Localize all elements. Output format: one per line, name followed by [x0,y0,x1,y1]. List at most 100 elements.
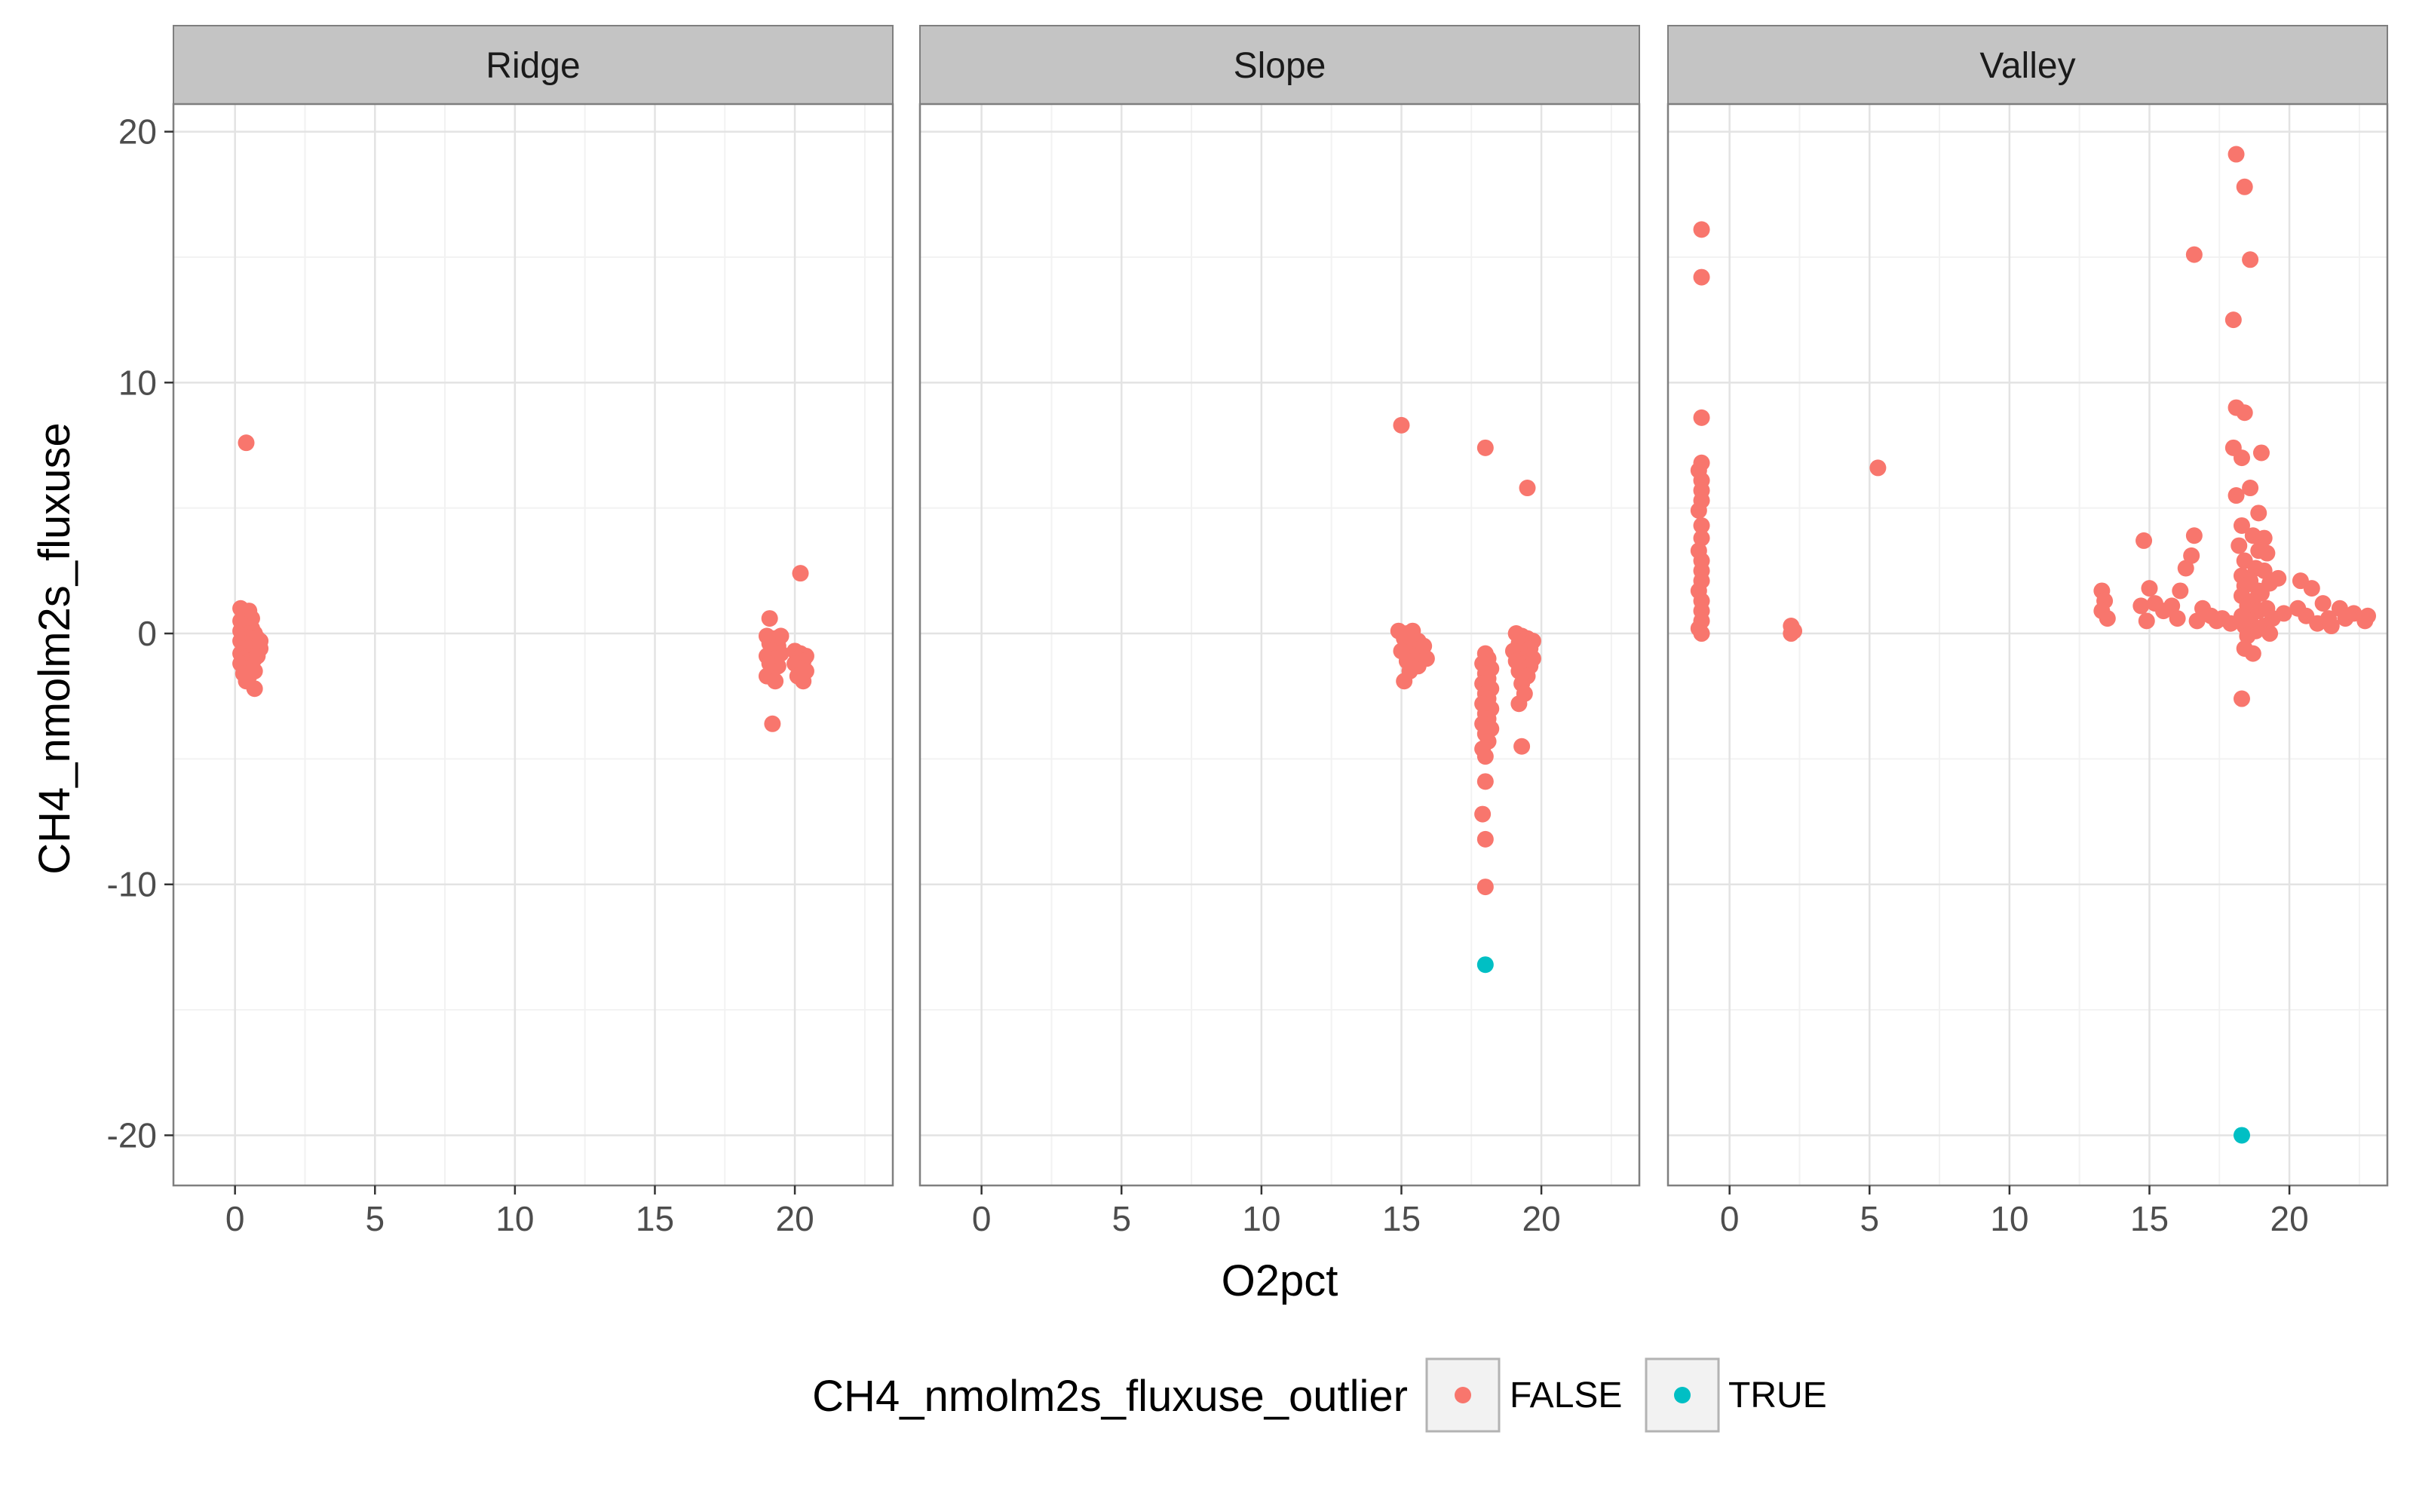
x-tick-label: 15 [1382,1199,1421,1238]
data-point-false [764,715,781,732]
panel-border [172,103,894,1187]
panel-border [1666,103,2389,1187]
data-point-false [2323,618,2340,635]
x-tick-label: 5 [1860,1199,1879,1238]
data-point-false [1693,517,1710,534]
x-axis-title: O2pct [1222,1256,1338,1305]
data-point-false [2258,544,2276,562]
data-point-false [2261,625,2279,643]
data-point-false [2138,612,2155,630]
data-point-false [2236,404,2253,422]
data-point-false [761,610,778,627]
data-point-false [2163,597,2181,615]
data-point-false [1415,637,1433,655]
x-tick-label: 20 [2270,1199,2308,1238]
data-point-true [1476,956,1494,974]
data-point-false [1396,673,1413,690]
x-tick-label: 15 [636,1199,674,1238]
points-ridge [232,434,814,732]
data-point-false [2270,569,2287,587]
data-point-false [2239,627,2256,645]
data-point-false [1693,529,1710,547]
data-point-false [2185,246,2203,263]
plot-background [1668,104,2387,1185]
data-point-false [1693,409,1710,426]
panel-valley: Valley 0 5 10 15 20 [1666,25,2389,1238]
panels-layer: Ridge 0 5 10 15 20 Slope 0 5 10 15 20 Valley 0 5 10 15 20 [172,25,2389,1238]
data-point-false [2228,487,2245,505]
x-tick-label: 0 [225,1199,245,1238]
panel-slope: Slope 0 5 10 15 20 [918,25,1641,1238]
x-tick-label: 10 [1242,1199,1280,1238]
data-point-false [2244,645,2261,662]
data-point-false [2255,562,2273,579]
data-point-false [1783,625,1800,643]
y-tick-label: -10 [107,865,157,904]
gridlines [920,104,1639,1185]
legend-title: CH4_nmolm2s_fluxuse_outlier [812,1372,1408,1421]
y-tick-label: 10 [118,363,157,402]
data-point-false [1393,416,1410,434]
data-point-false [2172,582,2189,600]
data-point-false [2359,607,2377,624]
data-point-false [2252,584,2270,602]
facet-label-slope: Slope [1234,46,1326,86]
x-tick-label: 5 [1111,1199,1131,1238]
data-point-false [1519,480,1536,497]
legend-label: TRUE [1728,1376,1827,1415]
y-axis: -20 -10 0 10 20 [107,112,173,1155]
data-point-false [2250,505,2267,522]
data-point-false [2314,595,2332,612]
data-point-false [2242,480,2259,497]
x-tick-label: 20 [775,1199,814,1238]
legend-swatch [1455,1387,1471,1403]
data-point-false [2177,560,2194,577]
data-point-false [246,680,263,698]
data-point-false [2169,610,2186,627]
data-point-false [1476,439,1494,456]
facet-strip-valley [1667,25,2388,105]
y-tick-label: -20 [107,1115,157,1155]
legend-label: FALSE [1510,1376,1622,1415]
x-tick-label: 0 [1720,1199,1740,1238]
data-point-false [2228,146,2245,163]
data-point-false [2275,605,2292,622]
legend-swatch [1674,1387,1691,1403]
y-tick-label: 20 [118,112,157,152]
data-point-false [1690,501,1707,519]
legend: CH4_nmolm2s_fluxuse_outlier FALSE TRUE [812,1357,1827,1433]
x-tick-label: 10 [495,1199,534,1238]
panel-ridge: Ridge 0 5 10 15 20 [172,25,894,1238]
data-point-false [2255,529,2273,547]
legend-items: FALSE TRUE [1425,1357,1827,1433]
data-point-false [1476,748,1494,765]
data-point-false [1476,879,1494,896]
data-point-false [2252,444,2270,462]
data-point-false [1474,805,1492,823]
y-tick-label: 0 [137,614,157,653]
x-tick-label: 10 [1990,1199,2028,1238]
x-tick-label: 0 [972,1199,992,1238]
data-point-false [795,673,812,690]
data-point-false [1693,625,1710,643]
data-point-false [2188,612,2206,630]
data-point-true [2233,1127,2250,1144]
data-point-false [2236,178,2253,195]
x-axis-slope: 0 5 10 15 20 [972,1185,1561,1238]
data-point-false [1476,773,1494,790]
points-valley [1690,146,2377,1144]
data-point-false [2233,449,2250,467]
legend-item-false: FALSE [1425,1357,1622,1433]
gridlines [1668,104,2387,1185]
data-point-false [1693,268,1710,286]
data-point-false [1476,830,1494,848]
data-point-false [2233,690,2250,707]
data-point-false [252,633,269,650]
panel-border [918,103,1641,1187]
facet-label-ridge: Ridge [486,46,580,86]
data-point-false [2233,517,2250,534]
points-slope [1390,416,1541,974]
y-axis-title: CH4_nmolm2s_fluxuse [30,422,79,875]
data-point-false [1513,738,1531,755]
